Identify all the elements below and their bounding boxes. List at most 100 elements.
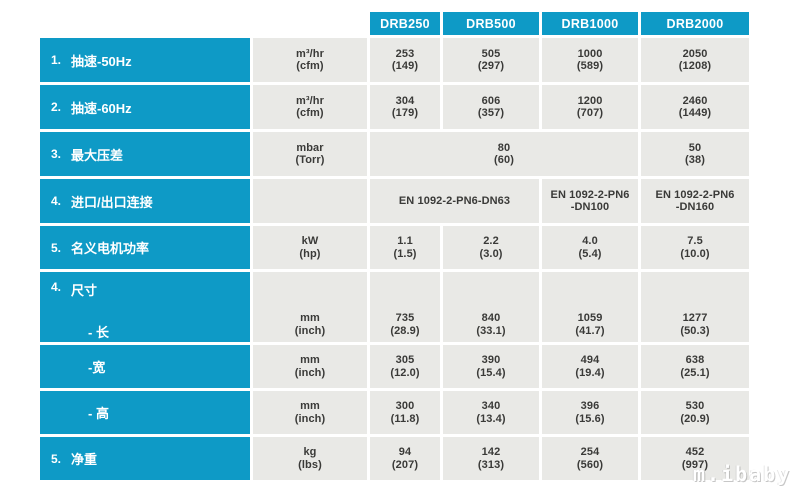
value-cell: 2460 (1449) [641,85,749,129]
value-secondary: (15.6) [575,412,605,425]
value-cell: 530 (20.9) [641,391,749,434]
row-number: 3. [51,147,62,161]
row-label-dimensions-width: -宽 [40,345,250,388]
unit-cell: kW (hp) [253,226,367,269]
value-cell: 94 (207) [370,437,440,480]
value-primary: 2460 [682,94,708,107]
value-cell: 305 (12.0) [370,345,440,388]
row-label-text: 最大压差 [71,147,124,163]
value-cell: 735 (28.9) [370,272,440,342]
row-label-text: 净重 [71,452,98,467]
value-secondary: (15.4) [476,366,506,379]
value-primary: 2.2 [483,235,499,247]
value-primary: 1200 [577,94,603,107]
value-cell: 396 (15.6) [542,391,638,434]
col-header-drb500: DRB500 [443,12,539,35]
value-primary: 494 [580,354,600,366]
value-cell: 2.2 (3.0) [443,226,539,269]
unit-primary: m³/hr [296,94,324,107]
sub-label-length: - 长 [88,325,109,340]
unit-cell: mm (inch) [253,391,367,434]
value-secondary: (313) [477,458,505,471]
value-cell: 340 (13.4) [443,391,539,434]
value-primary: 1277 [682,312,708,324]
row-number: 1. [51,53,62,67]
col-header-drb1000: DRB1000 [542,12,638,35]
value-secondary: (149) [391,60,419,72]
value-primary: 735 [395,312,415,324]
value-secondary: (179) [391,107,419,119]
value-secondary: (12.0) [390,366,420,379]
value-primary: 254 [580,446,600,458]
value-secondary: (589) [576,60,604,72]
value-cell: 1000 (589) [542,38,638,82]
value-secondary: (25.1) [680,366,710,379]
value-secondary: (297) [477,60,505,72]
row-label-text: 抽速-50Hz [71,53,132,69]
unit-secondary: (lbs) [298,458,322,471]
value-secondary: (60) [494,154,514,166]
unit-primary: mbar [296,141,324,154]
value-secondary: (1208) [678,60,712,72]
row-label-text: 抽速-60Hz [71,100,132,116]
unit-secondary: (inch) [294,366,326,379]
value-primary: 142 [481,446,501,458]
value-secondary: (207) [391,458,419,471]
unit-cell: m³/hr (cfm) [253,38,367,82]
value-cell: 638 (25.1) [641,345,749,388]
value-secondary: (1.5) [393,247,417,260]
value-secondary: (50.3) [680,324,710,337]
row-label-dimensions-height: - 高 [40,391,250,434]
row-label-dimensions-length: 4. 尺寸 - 长 [40,272,250,342]
value-cell: 4.0 (5.4) [542,226,638,269]
value-cell: 142 (313) [443,437,539,480]
value-primary: 94 [398,446,412,458]
unit-primary: kg [303,446,317,458]
value-cell-merged: EN 1092-2-PN6-DN63 [370,179,539,223]
row-number: 5. [51,240,62,255]
value-cell: 494 (19.4) [542,345,638,388]
value-primary: EN 1092-2-PN6 [550,188,630,201]
value-secondary: (1449) [678,107,712,119]
value-primary: 606 [481,94,501,107]
value-cell: 253 (149) [370,38,440,82]
value-primary: 50 [688,141,702,154]
value-primary: EN 1092-2-PN6 [655,188,735,201]
value-primary: 7.5 [687,235,703,247]
value-primary: 305 [395,354,415,366]
value-secondary: (357) [477,107,505,119]
row-number: 2. [51,100,62,114]
row-label-max-pressure-diff: 3. 最大压差 [40,132,250,176]
unit-primary: m³/hr [296,47,324,60]
row-label-net-weight: 5. 净重 [40,437,250,480]
value-primary: 1.1 [397,235,413,247]
row-label-text: 进口/出口连接 [71,194,153,210]
value-cell: 1059 (41.7) [542,272,638,342]
unit-cell: m³/hr (cfm) [253,85,367,129]
unit-secondary: (hp) [299,247,321,260]
row-label-text: 名义电机功率 [71,241,150,256]
value-primary: 396 [580,400,600,412]
value-cell: 390 (15.4) [443,345,539,388]
value-cell: 606 (357) [443,85,539,129]
value-secondary: (3.0) [479,247,503,260]
value-primary: 840 [481,312,501,324]
value-secondary: (560) [576,458,604,471]
unit-primary: kW [301,235,319,247]
unit-primary: mm [300,312,320,324]
row-number: 4. [51,194,62,208]
value-secondary: (20.9) [680,412,710,425]
value-primary: 530 [685,400,705,412]
value-secondary: -DN160 [675,201,715,213]
row-label-text: 尺寸 [71,283,98,298]
value-cell: 1200 (707) [542,85,638,129]
value-cell-merged: 80 (60) [370,132,638,176]
col-header-drb2000: DRB2000 [641,12,749,35]
row-label-pumping-speed-60hz: 2. 抽速-60Hz [40,85,250,129]
value-secondary: (41.7) [575,324,605,337]
unit-cell: mm (inch) [253,345,367,388]
value-secondary: (707) [576,107,604,119]
value-cell: EN 1092-2-PN6 -DN160 [641,179,749,223]
value-primary: 304 [395,94,415,107]
